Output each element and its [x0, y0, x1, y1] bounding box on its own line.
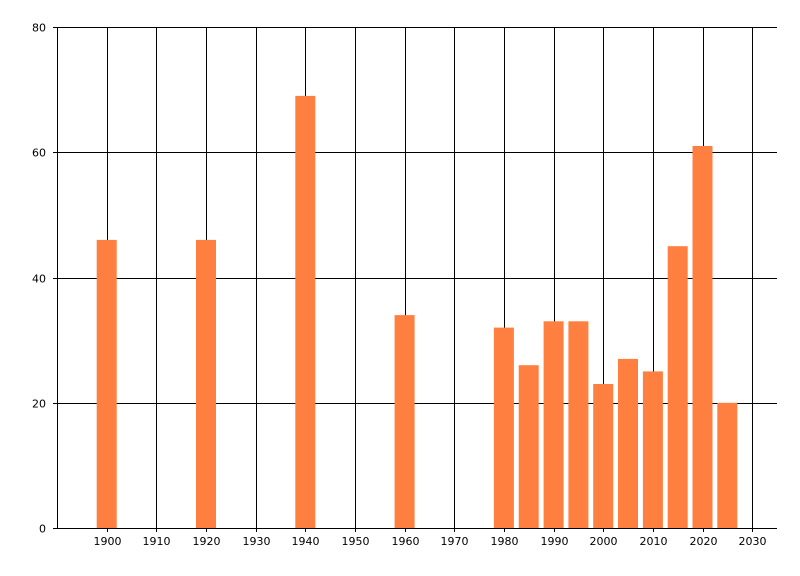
bar-2010 [642, 371, 663, 528]
y-tick-label: 0 [39, 523, 46, 536]
x-tick-label: 1990 [541, 535, 569, 548]
x-tick-label: 2030 [739, 535, 767, 548]
x-tick-label: 1910 [143, 535, 171, 548]
x-tick-label: 1900 [94, 535, 122, 548]
bar-1920 [196, 239, 216, 528]
bar-2025 [717, 402, 738, 529]
bar-1960 [394, 315, 415, 528]
bar-1980 [493, 327, 514, 528]
y-tick-label: 20 [32, 398, 46, 411]
bar-2020 [692, 146, 713, 528]
x-tick-label: 1950 [342, 535, 370, 548]
tick-labels: 1900 1910 1920 1930 1940 1950 1960 1970 1980 1990… [32, 22, 767, 549]
y-tick-label: 60 [32, 147, 46, 160]
bar-1990 [543, 321, 564, 528]
x-tick-label: 2020 [690, 535, 718, 548]
bars [96, 95, 738, 529]
bar-2015 [667, 246, 688, 528]
x-tick-label: 2000 [590, 535, 618, 548]
bar-1995 [568, 321, 589, 528]
bar-1940 [295, 95, 316, 529]
x-tick-label: 1980 [491, 535, 519, 548]
x-tick-label: 2010 [640, 535, 668, 548]
axes [53, 27, 777, 529]
x-tick-label: 1960 [392, 535, 420, 548]
bar-1900 [96, 239, 117, 528]
y-tick-label: 80 [32, 22, 46, 35]
x-tick-label: 1940 [292, 535, 320, 548]
x-tick-label: 1970 [441, 535, 469, 548]
bar-2000 [593, 384, 614, 528]
x-tick-label: 1930 [243, 535, 271, 548]
y-tick-label: 40 [32, 273, 46, 286]
bar-2005 [618, 358, 638, 528]
x-tick-label: 1920 [193, 535, 221, 548]
bar-1985 [518, 365, 539, 528]
